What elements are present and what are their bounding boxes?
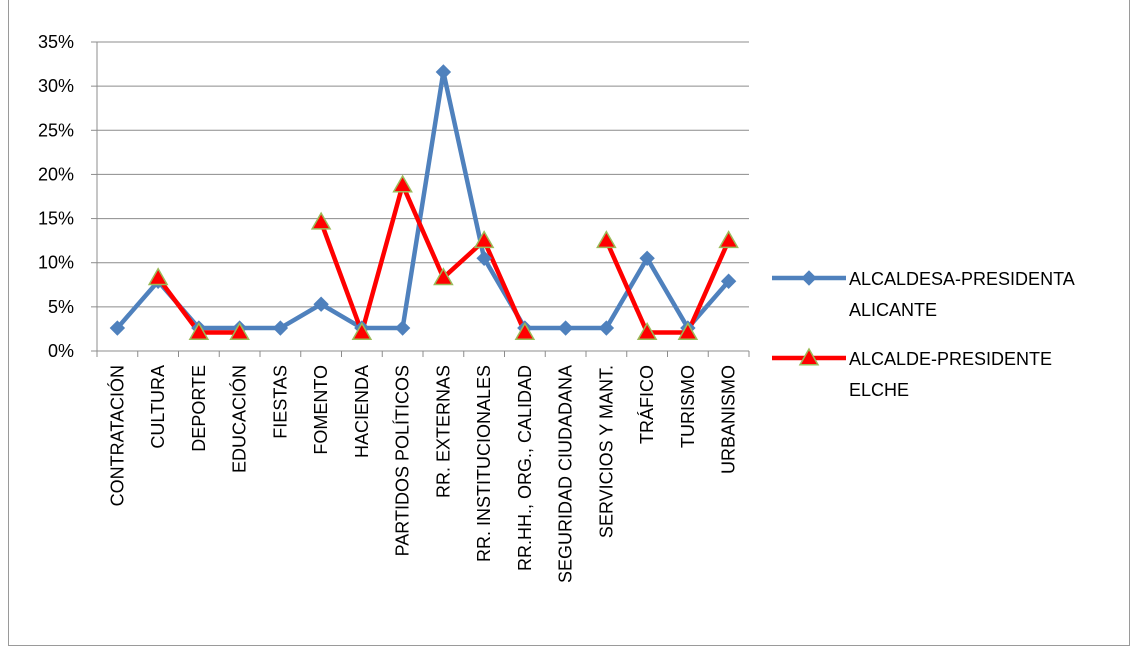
series-markers [109, 64, 739, 340]
triangle-marker [636, 321, 658, 340]
x-tick-label: PARTIDOS POLÍTICOS [393, 365, 413, 556]
legend: ALCALDESA-PRESIDENTA ALICANTE ALCALDE-PRES… [772, 269, 1075, 400]
diamond-marker [720, 273, 737, 289]
gridlines [97, 41, 749, 308]
triangle-marker [229, 321, 250, 340]
legend-label: ALCALDE-PRESIDENTE [849, 349, 1052, 369]
x-tick-label: RR.HH., ORG., CALIDAD [515, 365, 535, 571]
x-tick-label: TRÁFICO [637, 365, 657, 444]
diamond-marker [557, 320, 574, 336]
x-tick-label: FOMENTO [311, 365, 331, 455]
diamond-marker [801, 270, 817, 286]
diamond-marker [313, 296, 329, 312]
x-tick-label: URBANISMO [719, 365, 739, 474]
x-tick-label: CONTRATACIÓN [106, 365, 127, 506]
x-tick-label: RR. EXTERNAS [433, 365, 453, 498]
triangle-marker [310, 211, 332, 230]
y-tick-label: 10% [38, 253, 74, 273]
y-tick-label: 35% [38, 32, 74, 52]
x-tick-label: EDUCACIÓN [229, 365, 250, 473]
triangle-marker [392, 174, 413, 193]
triangle-marker [433, 267, 454, 286]
triangle-marker [514, 321, 536, 340]
x-tick-label: DEPORTE [189, 365, 209, 452]
legend-label: ALICANTE [849, 300, 937, 320]
y-tick-label: 30% [38, 76, 74, 96]
axes [91, 41, 750, 357]
diamond-marker [394, 320, 411, 336]
triangle-marker [677, 321, 699, 340]
triangle-marker [798, 347, 820, 366]
triangle-marker [188, 321, 210, 340]
x-tick-label: FIESTAS [270, 365, 290, 439]
x-tick-label: SERVICIOS Y MANT. [596, 365, 616, 538]
series-lines [115, 69, 731, 335]
series-line [604, 239, 731, 335]
x-tick-label: SEGURIDAD CIUDADANA [556, 365, 576, 583]
y-tick-label: 15% [38, 209, 74, 229]
diamond-marker [598, 320, 615, 336]
chart-frame [8, 0, 1130, 646]
triangle-marker [351, 321, 373, 340]
x-tick-label: CULTURA [148, 365, 168, 449]
x-tick-label: TURISMO [678, 365, 698, 448]
legend-label: ALCALDESA-PRESIDENTA [849, 269, 1075, 289]
diamond-marker [435, 64, 452, 80]
x-tick-labels: CONTRATACIÓN CULTURA DEPORTE EDUCACIÓN FIEST… [106, 365, 738, 583]
triangle-marker [147, 267, 169, 286]
triangle-marker [596, 230, 617, 249]
series-line [115, 69, 731, 331]
legend-label: ELCHE [849, 380, 909, 400]
x-tick-label: RR. INSTITUCIONALES [474, 365, 494, 562]
diamond-marker [272, 320, 289, 336]
series-line [319, 182, 527, 335]
diamond-marker [639, 250, 655, 267]
y-tick-label: 25% [38, 120, 74, 140]
triangle-marker [473, 230, 495, 249]
x-tick-label: HACIENDA [352, 365, 372, 458]
y-tick-labels: 0% 5% 10% 15% 20% 25% 30% 35% [38, 32, 74, 361]
diamond-marker [109, 320, 126, 336]
y-tick-label: 20% [38, 164, 74, 184]
diamond-marker [476, 250, 492, 267]
triangle-marker [718, 230, 739, 249]
y-tick-label: 5% [48, 297, 74, 317]
y-tick-label: 0% [48, 341, 74, 361]
